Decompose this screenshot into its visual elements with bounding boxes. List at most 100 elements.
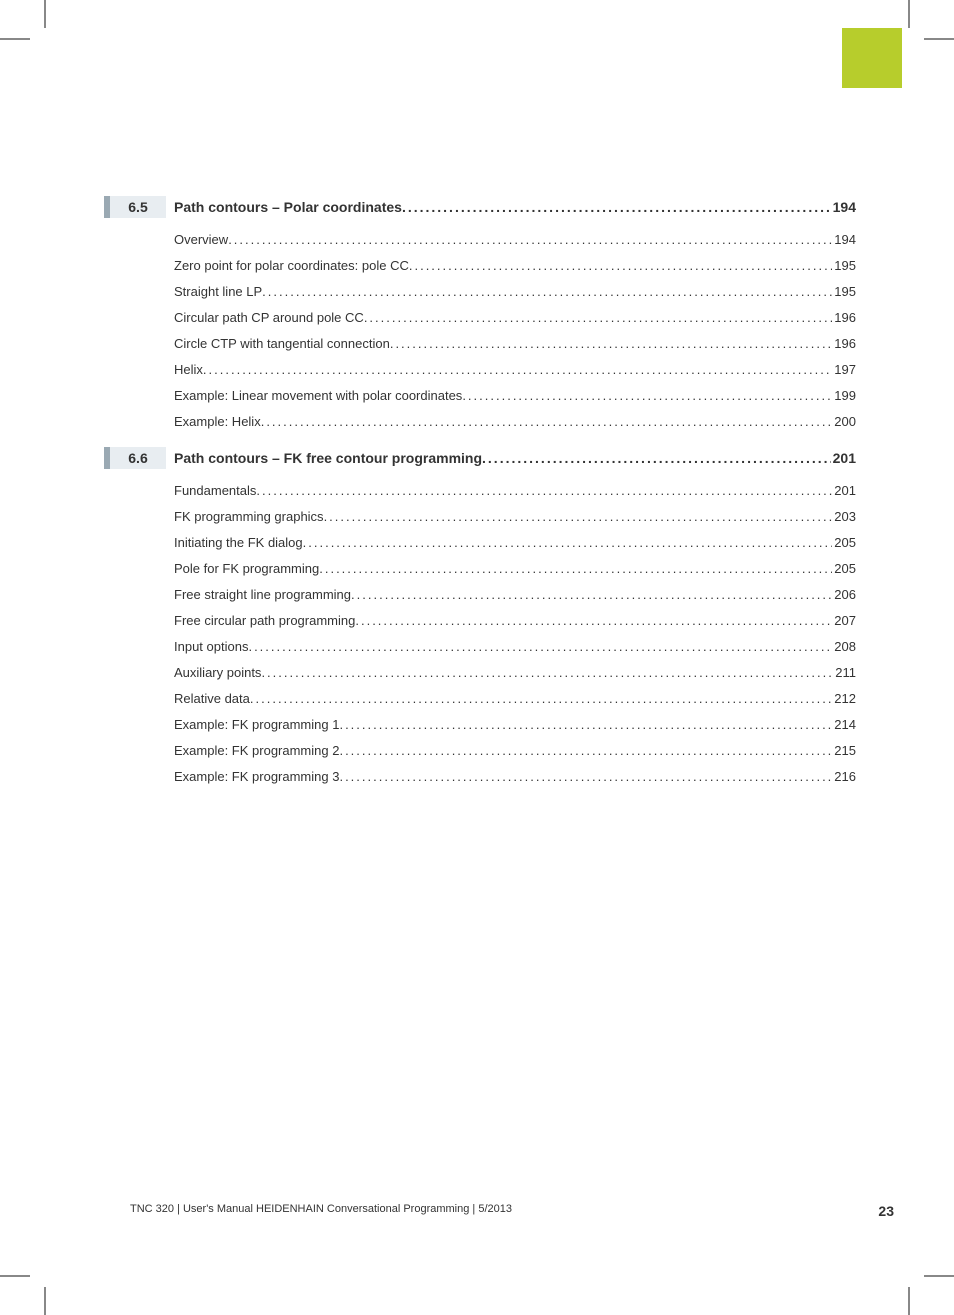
toc-entry: Fundamentals 201 (174, 483, 856, 498)
toc-entry-page: 200 (832, 414, 856, 429)
toc-leader (339, 769, 832, 784)
toc-entry: Relative data 212 (174, 691, 856, 706)
toc-entry-page: 201 (832, 483, 856, 498)
toc-entry-page: 207 (832, 613, 856, 628)
toc-leader (262, 284, 832, 299)
section-number: 6.5 (110, 196, 166, 218)
toc-leader (203, 362, 832, 377)
toc-entry-title: Circle CTP with tangential connection (174, 336, 390, 351)
toc-entry-title: Relative data (174, 691, 250, 706)
toc-entry-page: 199 (832, 388, 856, 403)
toc-entries: Overview 194 Zero point for polar coordin… (174, 232, 856, 429)
toc-leader (248, 639, 832, 654)
toc-entry-title: Free straight line programming (174, 587, 351, 602)
toc-entry-title: Example: FK programming 3 (174, 769, 339, 784)
section-page: 194 (831, 199, 856, 215)
toc-entry-page: 216 (832, 769, 856, 784)
toc-entry-title: Helix (174, 362, 203, 377)
toc-leader (339, 717, 832, 732)
toc-entry-title: Pole for FK programming (174, 561, 319, 576)
toc-content: 6.5 Path contours – Polar coordinates 19… (104, 196, 856, 802)
toc-entry-page: 195 (832, 284, 856, 299)
toc-entry: Example: Linear movement with polar coor… (174, 388, 856, 403)
toc-leader (261, 665, 833, 680)
toc-entry: Example: FK programming 1 214 (174, 717, 856, 732)
toc-entry: Helix 197 (174, 362, 856, 377)
toc-entry: Circle CTP with tangential connection 196 (174, 336, 856, 351)
toc-entry: Overview 194 (174, 232, 856, 247)
toc-leader (228, 232, 832, 247)
toc-entry-page: 194 (832, 232, 856, 247)
crop-mark (924, 1275, 954, 1277)
toc-entry-page: 205 (832, 561, 856, 576)
toc-leader (261, 414, 833, 429)
toc-entry-title: Example: FK programming 1 (174, 717, 339, 732)
toc-entry-page: 205 (832, 535, 856, 550)
footer-text: TNC 320 | User's Manual HEIDENHAIN Conve… (130, 1203, 512, 1219)
section-title: Path contours – Polar coordinates 194 (174, 199, 856, 215)
toc-entry-title: Free circular path programming (174, 613, 355, 628)
toc-entry: Initiating the FK dialog 205 (174, 535, 856, 550)
toc-entry-title: Circular path CP around pole CC (174, 310, 364, 325)
toc-entry-page: 203 (832, 509, 856, 524)
section-title-text: Path contours – Polar coordinates (174, 199, 402, 215)
crop-mark (44, 1287, 46, 1315)
toc-leader (364, 310, 832, 325)
crop-mark (924, 38, 954, 40)
toc-entry-title: Fundamentals (174, 483, 256, 498)
toc-leader (402, 199, 831, 215)
toc-entry-page: 196 (832, 336, 856, 351)
toc-section-row: 6.6 Path contours – FK free contour prog… (104, 447, 856, 469)
crop-mark (44, 0, 46, 28)
toc-entry: Zero point for polar coordinates: pole C… (174, 258, 856, 273)
toc-entry-title: Example: Helix (174, 414, 261, 429)
toc-leader (351, 587, 832, 602)
toc-entry-title: Initiating the FK dialog (174, 535, 303, 550)
toc-section-row: 6.5 Path contours – Polar coordinates 19… (104, 196, 856, 218)
toc-entry-page: 215 (832, 743, 856, 758)
page-number: 23 (878, 1203, 894, 1219)
toc-entry-page: 197 (832, 362, 856, 377)
toc-entry-title: Overview (174, 232, 228, 247)
toc-entry: Free straight line programming 206 (174, 587, 856, 602)
toc-leader (324, 509, 833, 524)
toc-entry: Pole for FK programming 205 (174, 561, 856, 576)
crop-mark (908, 0, 910, 28)
toc-entry-page: 211 (833, 665, 856, 680)
crop-mark (908, 1287, 910, 1315)
toc-leader (303, 535, 833, 550)
toc-leader (462, 388, 832, 403)
toc-entry-page: 196 (832, 310, 856, 325)
crop-mark (0, 1275, 30, 1277)
toc-leader (390, 336, 832, 351)
toc-entry-title: Auxiliary points (174, 665, 261, 680)
toc-entry-title: Straight line LP (174, 284, 262, 299)
toc-entry-title: Example: Linear movement with polar coor… (174, 388, 462, 403)
toc-entry: Auxiliary points 211 (174, 665, 856, 680)
toc-entry: Input options 208 (174, 639, 856, 654)
crop-mark (0, 38, 30, 40)
toc-entry-page: 195 (832, 258, 856, 273)
toc-entry-title: Example: FK programming 2 (174, 743, 339, 758)
toc-entry-page: 212 (832, 691, 856, 706)
section-page: 201 (831, 450, 856, 466)
toc-entry-page: 206 (832, 587, 856, 602)
toc-entry: Example: FK programming 2 215 (174, 743, 856, 758)
toc-leader (409, 258, 832, 273)
toc-entry: Circular path CP around pole CC 196 (174, 310, 856, 325)
toc-entry: Straight line LP 195 (174, 284, 856, 299)
toc-leader (355, 613, 832, 628)
section-title-text: Path contours – FK free contour programm… (174, 450, 482, 466)
section-title: Path contours – FK free contour programm… (174, 450, 856, 466)
toc-leader (256, 483, 832, 498)
toc-entry-page: 214 (832, 717, 856, 732)
toc-entry-page: 208 (832, 639, 856, 654)
toc-entries: Fundamentals 201 FK programming graphics 2… (174, 483, 856, 784)
toc-leader (339, 743, 832, 758)
toc-leader (482, 450, 831, 466)
section-number: 6.6 (110, 447, 166, 469)
toc-entry-title: Zero point for polar coordinates: pole C… (174, 258, 409, 273)
toc-entry-title: FK programming graphics (174, 509, 324, 524)
toc-entry-title: Input options (174, 639, 248, 654)
toc-entry: FK programming graphics 203 (174, 509, 856, 524)
